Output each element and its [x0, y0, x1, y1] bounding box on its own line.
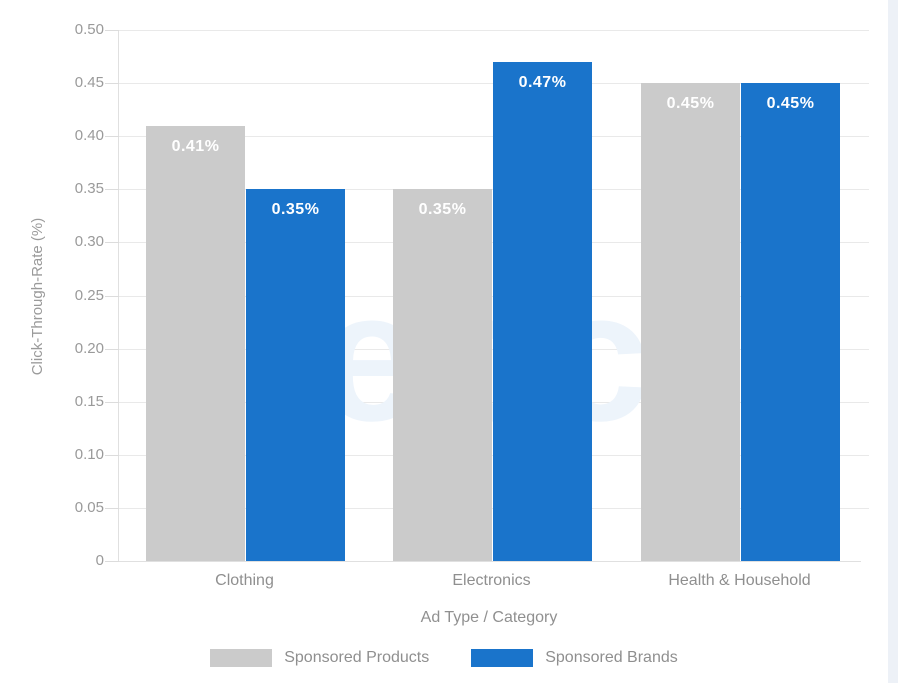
y-tick-mark — [105, 454, 119, 456]
y-tick-label: 0.50 — [74, 21, 104, 38]
bar-sponsored-brands-health-household[interactable]: 0.45% — [741, 83, 840, 561]
legend-label: Sponsored Products — [284, 649, 430, 666]
y-tick-mark — [105, 136, 119, 138]
bar-sponsored-brands-electronics[interactable]: 0.47% — [493, 62, 592, 561]
y-tick-mark — [105, 30, 119, 31]
bar-sponsored-brands-clothing[interactable]: 0.35% — [246, 189, 345, 561]
bar-sponsored-products-health-household[interactable]: 0.45% — [641, 83, 740, 561]
y-tick-mark — [105, 295, 119, 297]
y-tick-label: 0.10 — [74, 445, 104, 463]
legend-swatch-sponsored-brands — [471, 649, 534, 667]
y-tick-mark — [105, 348, 119, 350]
y-tick-label: 0.05 — [74, 498, 104, 516]
x-category-label-electronics: Electronics — [452, 572, 531, 589]
bar-value-label: 0.35% — [271, 201, 320, 218]
y-tick-label: 0.15 — [74, 392, 104, 410]
y-tick-label: 0.45 — [74, 74, 104, 92]
legend-swatch-sponsored-products — [210, 649, 273, 667]
x-axis-title: Ad Type / Category — [420, 609, 558, 626]
y-tick-label: 0.25 — [74, 286, 104, 304]
y-tick-mark — [105, 401, 119, 403]
y-tick-mark — [105, 242, 119, 244]
x-category-label-health-household: Health & Household — [668, 572, 811, 589]
legend-item-sponsored-products[interactable]: Sponsored Products — [210, 649, 429, 667]
y-tick-mark — [105, 83, 119, 85]
right-edge-strip — [888, 0, 898, 683]
y-tick-label: 0.20 — [74, 339, 104, 357]
y-tick-label: 0.35 — [74, 180, 104, 198]
chart-legend: Sponsored Products Sponsored Brands — [0, 649, 888, 667]
gridline — [119, 30, 869, 31]
y-tick-label: 0.30 — [74, 233, 104, 251]
bar-sponsored-products-clothing[interactable]: 0.41% — [146, 126, 245, 561]
y-tick-mark — [105, 189, 119, 191]
plot-area: ebc0.41%0.35%0.45%0.35%0.47%0.45% — [105, 30, 869, 562]
bar-value-label: 0.45% — [666, 95, 715, 112]
bar-sponsored-products-electronics[interactable]: 0.35% — [393, 189, 492, 561]
y-tick-mark — [105, 507, 119, 509]
bar-value-label: 0.47% — [518, 74, 567, 91]
y-tick-mark — [105, 561, 119, 562]
bar-value-label: 0.41% — [171, 138, 220, 155]
y-tick-label: 0 — [95, 552, 104, 569]
legend-item-sponsored-brands[interactable]: Sponsored Brands — [471, 649, 678, 667]
bar-value-label: 0.35% — [418, 201, 467, 218]
legend-label: Sponsored Brands — [545, 649, 678, 666]
bar-value-label: 0.45% — [766, 95, 815, 112]
y-tick-label: 0.40 — [74, 127, 104, 145]
x-category-label-clothing: Clothing — [215, 572, 274, 589]
